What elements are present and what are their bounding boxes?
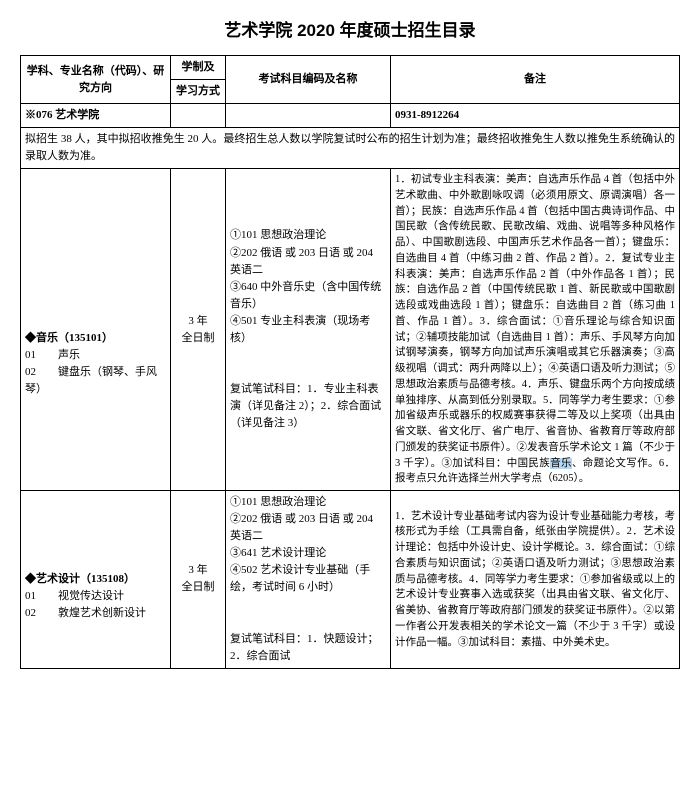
dept-row: ※076 艺术学院 0931-8912264 [21,104,680,128]
header-duration-b: 学习方式 [171,80,226,104]
notes-design: 1．艺术设计专业基础考试内容为设计专业基础能力考核，考核形式为手绘（工具需自备，… [391,491,680,668]
quota-row: 拟招生 38 人，其中拟招收推免生 20 人。最终招生总人数以学院复试时公布的招… [21,128,680,169]
direction-01: 01 视觉传达设计 [25,590,124,602]
header-major: 学科、专业名称（代码）、研究方向 [21,56,171,104]
direction-01: 01 声乐 [25,349,80,361]
direction-02: 02 敦煌艺术创新设计 [25,607,146,619]
dept-blank-2 [226,104,391,128]
direction-02: 02 键盘乐（钢琴、手风琴） [25,366,157,395]
page-title: 艺术学院 2020 年度硕士招生目录 [20,16,680,41]
major-cell-design: ◆艺术设计（135108） 01 视觉传达设计 02 敦煌艺术创新设计 [21,491,171,668]
dept-phone: 0931-8912264 [391,104,680,128]
major-title-design: ◆艺术设计（135108） [25,573,135,585]
header-exam: 考试科目编码及名称 [226,56,391,104]
notes-music-selection: 音乐 [550,458,572,469]
header-row-1: 学科、专业名称（代码）、研究方向 学制及 考试科目编码及名称 备注 [21,56,680,80]
table-row: ◆艺术设计（135108） 01 视觉传达设计 02 敦煌艺术创新设计 3 年 … [21,491,680,668]
notes-music: 1．初试专业主科表演：美声：自选声乐作品 4 首（包括中外艺术歌曲、中外歌剧咏叹… [391,169,680,491]
major-title-music: ◆音乐（135101） [25,332,113,344]
catalog-table: 学科、专业名称（代码）、研究方向 学制及 考试科目编码及名称 备注 学习方式 ※… [20,55,680,669]
header-notes: 备注 [391,56,680,104]
header-duration-a: 学制及 [171,56,226,80]
exams-design: ①101 思想政治理论 ②202 俄语 或 203 日语 或 204 英语二 ③… [226,491,391,668]
table-row: ◆音乐（135101） 01 声乐 02 键盘乐（钢琴、手风琴） 3 年 全日制… [21,169,680,491]
duration-music: 3 年 全日制 [171,169,226,491]
major-cell-music: ◆音乐（135101） 01 声乐 02 键盘乐（钢琴、手风琴） [21,169,171,491]
notes-music-a: 1．初试专业主科表演：美声：自选声乐作品 4 首（包括中外艺术歌曲、中外歌剧咏叹… [395,174,675,469]
dept-blank-1 [171,104,226,128]
exams-music: ①101 思想政治理论 ②202 俄语 或 203 日语 或 204 英语二 ③… [226,169,391,491]
duration-design: 3 年 全日制 [171,491,226,668]
dept-name: ※076 艺术学院 [21,104,171,128]
quota-text: 拟招生 38 人，其中拟招收推免生 20 人。最终招生总人数以学院复试时公布的招… [21,128,680,169]
